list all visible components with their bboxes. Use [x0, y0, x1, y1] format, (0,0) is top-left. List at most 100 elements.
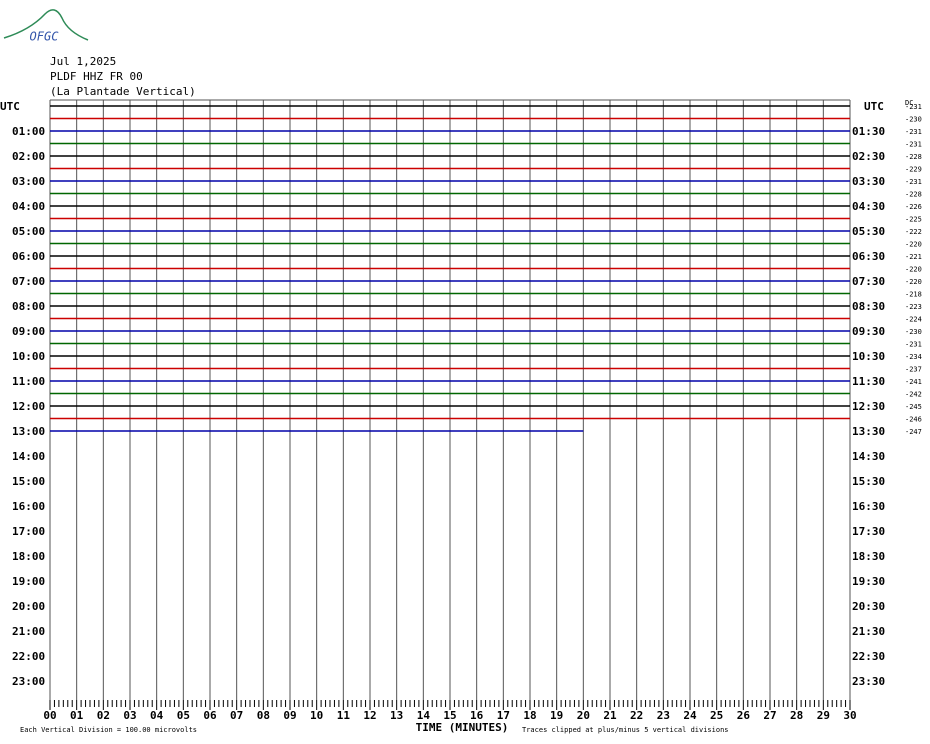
left-time-label: 23:00 [12, 675, 45, 688]
x-tick-label: 03 [123, 709, 136, 722]
x-tick-label: 13 [390, 709, 403, 722]
x-tick-label: 04 [150, 709, 164, 722]
x-tick-label: 10 [310, 709, 323, 722]
dc-offset: -224 [905, 316, 922, 324]
left-time-label: 10:00 [12, 350, 45, 363]
x-tick-label: 17 [497, 709, 510, 722]
right-time-label: 19:30 [852, 575, 885, 588]
left-time-label: 15:00 [12, 475, 45, 488]
dc-offset: -228 [905, 153, 922, 161]
x-tick-label: 21 [603, 709, 617, 722]
x-tick-label: 09 [283, 709, 296, 722]
dc-title: DC [905, 99, 913, 107]
right-time-label: 08:30 [852, 300, 885, 313]
dc-offset: -241 [905, 378, 922, 386]
left-time-label: 02:00 [12, 150, 45, 163]
x-tick-label: 11 [337, 709, 351, 722]
right-time-label: 01:30 [852, 125, 885, 138]
x-tick-label: 18 [523, 709, 536, 722]
x-tick-label: 15 [443, 709, 456, 722]
dc-offset: -231 [905, 141, 922, 149]
dc-offset: -231 [905, 341, 922, 349]
right-time-label: 06:30 [852, 250, 885, 263]
x-tick-label: 30 [843, 709, 856, 722]
date: Jul 1,2025 [50, 55, 116, 68]
x-tick-label: 26 [737, 709, 751, 722]
dc-offset: -237 [905, 366, 922, 374]
left-axis-title: UTC [0, 100, 20, 113]
dc-offset: -229 [905, 166, 922, 174]
right-time-label: 16:30 [852, 500, 885, 513]
location: (La Plantade Vertical) [50, 85, 196, 98]
left-time-label: 03:00 [12, 175, 45, 188]
right-time-label: 15:30 [852, 475, 885, 488]
left-time-label: 22:00 [12, 650, 45, 663]
x-tick-label: 19 [550, 709, 563, 722]
left-time-label: 19:00 [12, 575, 45, 588]
left-time-label: 21:00 [12, 625, 45, 638]
dc-offset: -220 [905, 278, 922, 286]
dc-offset: -218 [905, 291, 922, 299]
left-time-label: 17:00 [12, 525, 45, 538]
x-tick-label: 12 [363, 709, 376, 722]
left-time-label: 11:00 [12, 375, 45, 388]
right-time-label: 14:30 [852, 450, 885, 463]
station: PLDF HHZ FR 00 [50, 70, 143, 83]
left-time-label: 04:00 [12, 200, 45, 213]
right-axis-title: UTC [864, 100, 884, 113]
dc-offset: -231 [905, 178, 922, 186]
right-time-label: 07:30 [852, 275, 885, 288]
x-tick-label: 20 [577, 709, 590, 722]
x-tick-label: 00 [43, 709, 56, 722]
x-tick-label: 25 [710, 709, 723, 722]
dc-offset: -231 [905, 128, 922, 136]
logo: OFGC [30, 30, 60, 44]
right-time-label: 11:30 [852, 375, 885, 388]
dc-offset: -246 [905, 416, 922, 424]
right-time-label: 18:30 [852, 550, 885, 563]
x-tick-label: 23 [657, 709, 670, 722]
x-tick-label: 14 [417, 709, 431, 722]
x-tick-label: 16 [470, 709, 484, 722]
dc-offset: -220 [905, 266, 922, 274]
dc-offset: -242 [905, 391, 922, 399]
left-time-label: 07:00 [12, 275, 45, 288]
x-title: TIME (MINUTES) [416, 721, 509, 734]
x-tick-label: 01 [70, 709, 84, 722]
dc-offset: -231 [905, 103, 922, 111]
dc-offset: -230 [905, 328, 922, 336]
dc-offset: -247 [905, 428, 922, 436]
x-tick-label: 28 [790, 709, 803, 722]
x-tick-label: 08 [257, 709, 270, 722]
scale-note: Each Vertical Division = 100.00 microvol… [20, 726, 197, 734]
right-time-label: 12:30 [852, 400, 885, 413]
right-time-label: 17:30 [852, 525, 885, 538]
right-time-label: 13:30 [852, 425, 885, 438]
dc-offset: -225 [905, 216, 922, 224]
dc-offset: -226 [905, 203, 922, 211]
right-time-label: 02:30 [852, 150, 885, 163]
x-tick-label: 24 [683, 709, 697, 722]
dc-offset: -228 [905, 191, 922, 199]
right-time-label: 10:30 [852, 350, 885, 363]
x-tick-label: 07 [230, 709, 243, 722]
left-time-label: 01:00 [12, 125, 45, 138]
dc-offset: -234 [905, 353, 922, 361]
logo-curve [3, 9, 89, 41]
right-time-label: 04:30 [852, 200, 885, 213]
dc-offset: -220 [905, 241, 922, 249]
dc-offset: -230 [905, 116, 922, 124]
right-time-label: 22:30 [852, 650, 885, 663]
left-time-label: 05:00 [12, 225, 45, 238]
left-time-label: 20:00 [12, 600, 45, 613]
x-tick-label: 22 [630, 709, 643, 722]
dc-offset: -223 [905, 303, 922, 311]
right-time-label: 23:30 [852, 675, 885, 688]
left-time-label: 09:00 [12, 325, 45, 338]
left-time-label: 06:00 [12, 250, 45, 263]
left-time-label: 12:00 [12, 400, 45, 413]
right-time-label: 20:30 [852, 600, 885, 613]
left-time-label: 08:00 [12, 300, 45, 313]
left-time-label: 14:00 [12, 450, 45, 463]
